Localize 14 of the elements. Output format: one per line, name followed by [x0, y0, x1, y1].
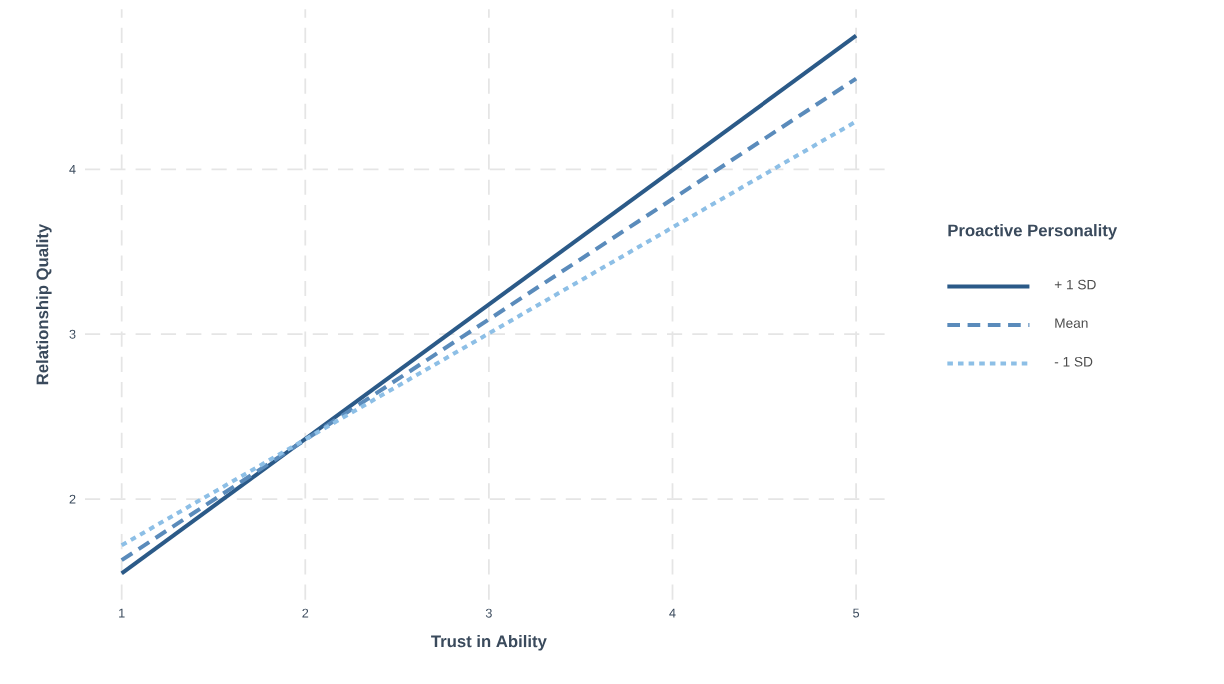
y-axis-title: Relationship Quality — [36, 223, 52, 385]
text: Mean — [1055, 318, 1088, 328]
y-tick-label: 2 — [69, 494, 76, 504]
x-tick-label: 1 — [119, 608, 125, 618]
x-axis-title: Trust in Ability — [431, 635, 547, 651]
text: + 1 SD — [1054, 279, 1096, 290]
text: - 1 SD — [1054, 356, 1093, 367]
legend-title: Proactive Personality — [948, 224, 1118, 240]
y-tick-label: 4 — [69, 164, 76, 174]
x-tick-label: 5 — [853, 608, 860, 618]
y-tick-label: 3 — [69, 329, 76, 339]
x-tick-label: 3 — [485, 608, 492, 618]
x-tick-label: 4 — [669, 608, 676, 618]
x-tick-label: 2 — [302, 608, 309, 618]
